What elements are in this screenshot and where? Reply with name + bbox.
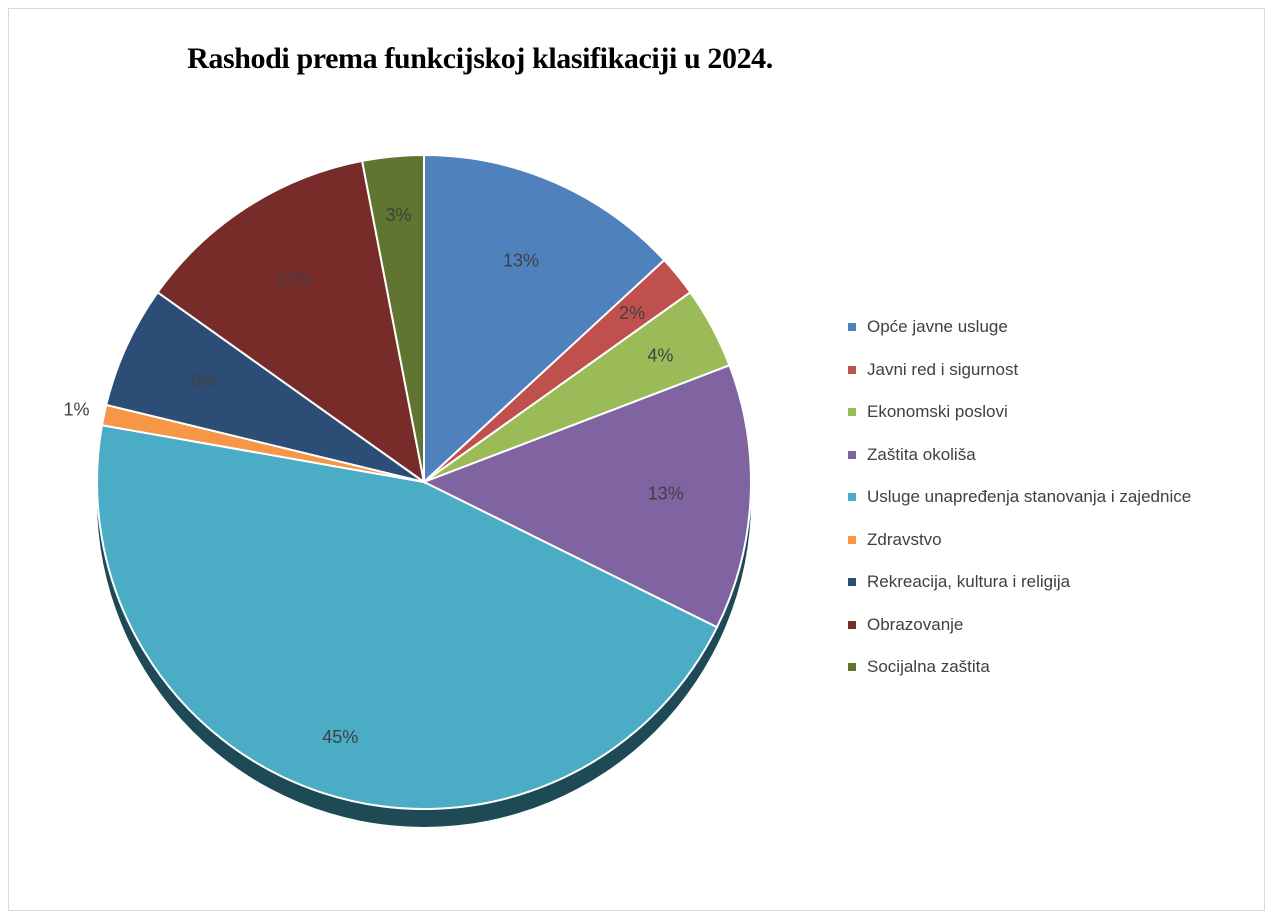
legend-item: Rekreacija, kultura i religija [848, 561, 1267, 604]
legend-item: Socijalna zaštita [848, 646, 1267, 689]
legend-swatch [848, 365, 856, 374]
legend-item: Javni red i sigurnost [848, 349, 1267, 392]
slice-label: 13% [648, 484, 684, 504]
legend-item: Usluge unapređenja stanovanja i zajednic… [848, 476, 1267, 519]
legend-item: Zaštita okoliša [848, 434, 1267, 477]
pie-slice [360, 153, 425, 483]
legend-swatch [848, 535, 856, 544]
legend-item: Ekonomski poslovi [848, 391, 1267, 434]
legend: Opće javne usluge Javni red i sigurnost Ek… [848, 306, 1267, 689]
legend-swatch [848, 408, 856, 417]
pie-slice [156, 159, 426, 485]
legend-label: Rekreacija, kultura i religija [867, 572, 1071, 592]
legend-label: Opće javne usluge [867, 317, 1008, 337]
legend-label: Usluge unapređenja stanovanja i zajednic… [867, 487, 1192, 507]
legend-swatch [848, 450, 856, 459]
legend-swatch [848, 663, 856, 672]
legend-label: Socijalna zaštita [867, 657, 990, 677]
pie-slices [96, 153, 753, 810]
slice-label: 1% [63, 399, 89, 419]
legend-swatch [848, 493, 856, 502]
slice-label: 12% [275, 268, 311, 288]
slice-label: 45% [322, 727, 358, 747]
slice-label: 3% [385, 205, 411, 225]
legend-swatch [848, 578, 856, 587]
pie-labels: 13% 2% 4% 13% 45% 1% 6% 12% 3% [63, 205, 683, 747]
legend-label: Obrazovanje [867, 614, 964, 634]
legend-label: Ekonomski poslovi [867, 402, 1008, 422]
pie-slice [105, 290, 425, 483]
legend-label: Javni red i sigurnost [867, 359, 1019, 379]
chart-title: Rashodi prema funkcijskoj klasifikaciji … [187, 42, 773, 75]
legend-swatch [848, 620, 856, 629]
legend-label: Zdravstvo [867, 529, 942, 549]
pie-slice [96, 424, 719, 810]
legend-item: Opće javne usluge [848, 306, 1267, 349]
legend-swatch [848, 323, 856, 332]
slice-label: 13% [503, 250, 539, 270]
legend-item: Obrazovanje [848, 604, 1267, 647]
slice-label: 2% [619, 303, 645, 323]
legend-label: Zaštita okoliša [867, 444, 976, 464]
pie-slice [421, 364, 753, 629]
legend-item: Zdravstvo [848, 519, 1267, 562]
slice-label: 6% [191, 372, 217, 392]
pie-slice [423, 153, 666, 485]
slice-label: 4% [647, 345, 673, 365]
